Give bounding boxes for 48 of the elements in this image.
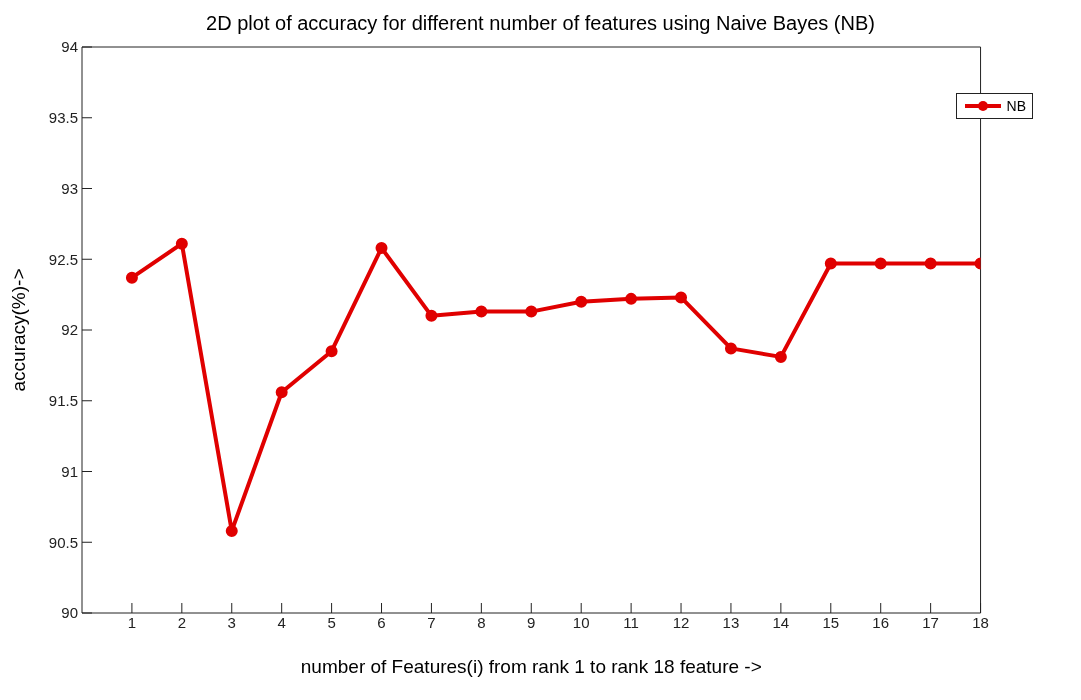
- point: [175, 237, 188, 250]
- point: [525, 305, 538, 318]
- x-tick-label: 15: [822, 613, 840, 631]
- x-tick-label: 18: [972, 613, 989, 631]
- point: [475, 305, 488, 318]
- y-tick-label: 93.5: [48, 109, 78, 127]
- point: [425, 309, 438, 322]
- point: [625, 292, 638, 305]
- x-tick-label: 1: [127, 613, 137, 631]
- y-tick-label: 92: [61, 321, 78, 339]
- y-tick-label: 90: [61, 604, 78, 622]
- chart-title: 2D plot of accuracy for different number of features using Naive Bayes (NB): [205, 11, 876, 36]
- x-tick-label: 4: [277, 613, 286, 631]
- point: [774, 350, 787, 363]
- y-tick-label: 93: [61, 179, 78, 197]
- x-tick-label: 2: [177, 613, 187, 631]
- x-tick-label: 3: [227, 613, 236, 631]
- point: [575, 295, 588, 308]
- point: [675, 291, 688, 304]
- point: [724, 342, 737, 355]
- legend-label: NB: [1006, 98, 1026, 114]
- x-tick-label: 17: [922, 613, 939, 631]
- point: [125, 271, 138, 284]
- y-tick-label: 91.5: [48, 392, 78, 410]
- y-tick-label: 90.5: [48, 533, 78, 551]
- point: [874, 257, 887, 270]
- x-tick-label: 5: [327, 613, 336, 631]
- x-tick-label: 10: [572, 613, 590, 631]
- x-tick-label: 11: [623, 613, 639, 631]
- point: [924, 257, 937, 270]
- point: [325, 345, 338, 358]
- point: [375, 241, 388, 254]
- point: [275, 386, 288, 399]
- x-tick-label: 9: [527, 613, 536, 631]
- x-tick-label: 16: [872, 613, 890, 631]
- x-tick-label: 7: [427, 613, 436, 631]
- x-tick-label: 14: [772, 613, 790, 631]
- x-tick-label: 13: [722, 613, 740, 631]
- x-tick-label: 12: [672, 613, 690, 631]
- x-tick-label: 8: [477, 613, 486, 631]
- point: [824, 257, 837, 270]
- y-tick-label: 92.5: [48, 250, 78, 268]
- y-axis-title: accuracy(%)->: [7, 268, 29, 392]
- point: [225, 524, 238, 537]
- y-tick-label: 91: [61, 462, 78, 480]
- y-tick-label: 94: [61, 38, 78, 56]
- x-axis-title: number of Features(i) from rank 1 to rank 18 feature ->: [300, 656, 762, 677]
- x-tick-label: 6: [377, 613, 386, 631]
